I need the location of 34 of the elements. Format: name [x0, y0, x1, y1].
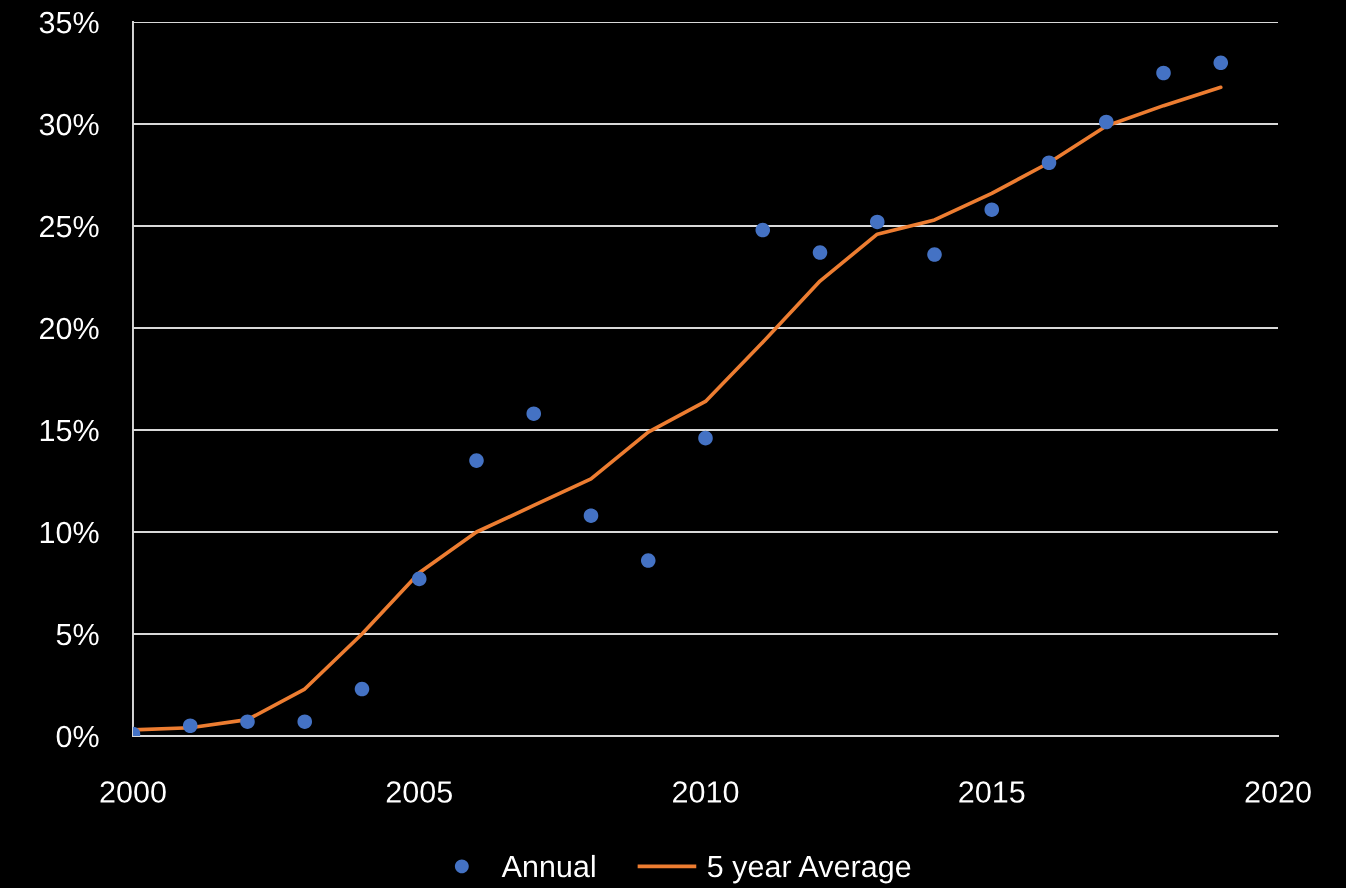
y-tick-label: 35% [39, 11, 99, 34]
point [869, 214, 885, 230]
point [755, 222, 771, 238]
x-tick-label: 2010 [673, 781, 739, 803]
y-tick-label: 10% [40, 521, 99, 544]
point [1041, 155, 1057, 171]
y-tick-label: 15% [40, 419, 99, 442]
point [1098, 114, 1114, 130]
x-tick-label: 2005 [386, 781, 452, 803]
x-tick-label: 2015 [959, 781, 1025, 803]
point [698, 430, 713, 446]
point [297, 714, 313, 729]
legend-label: 5 year Average [707, 856, 911, 884]
point [354, 681, 370, 697]
y-tick-label: 5% [56, 623, 99, 646]
point [469, 453, 484, 468]
point [182, 718, 198, 734]
x-tick-label: 2000 [100, 781, 166, 803]
point [1156, 65, 1171, 81]
point [240, 714, 255, 729]
point [927, 247, 942, 262]
point [984, 202, 1000, 217]
point [640, 553, 656, 568]
point [411, 571, 427, 587]
y-tick-label: 20% [40, 317, 99, 340]
x-tick-label: 2020 [1245, 781, 1311, 803]
legend-label: Annual [501, 854, 595, 878]
point [583, 508, 599, 523]
point [526, 406, 542, 421]
point [812, 245, 828, 260]
y-tick-label: 25% [40, 215, 99, 238]
y-tick-label: 0% [56, 725, 99, 748]
y-tick-label: 30% [39, 113, 99, 136]
point [1213, 55, 1229, 71]
